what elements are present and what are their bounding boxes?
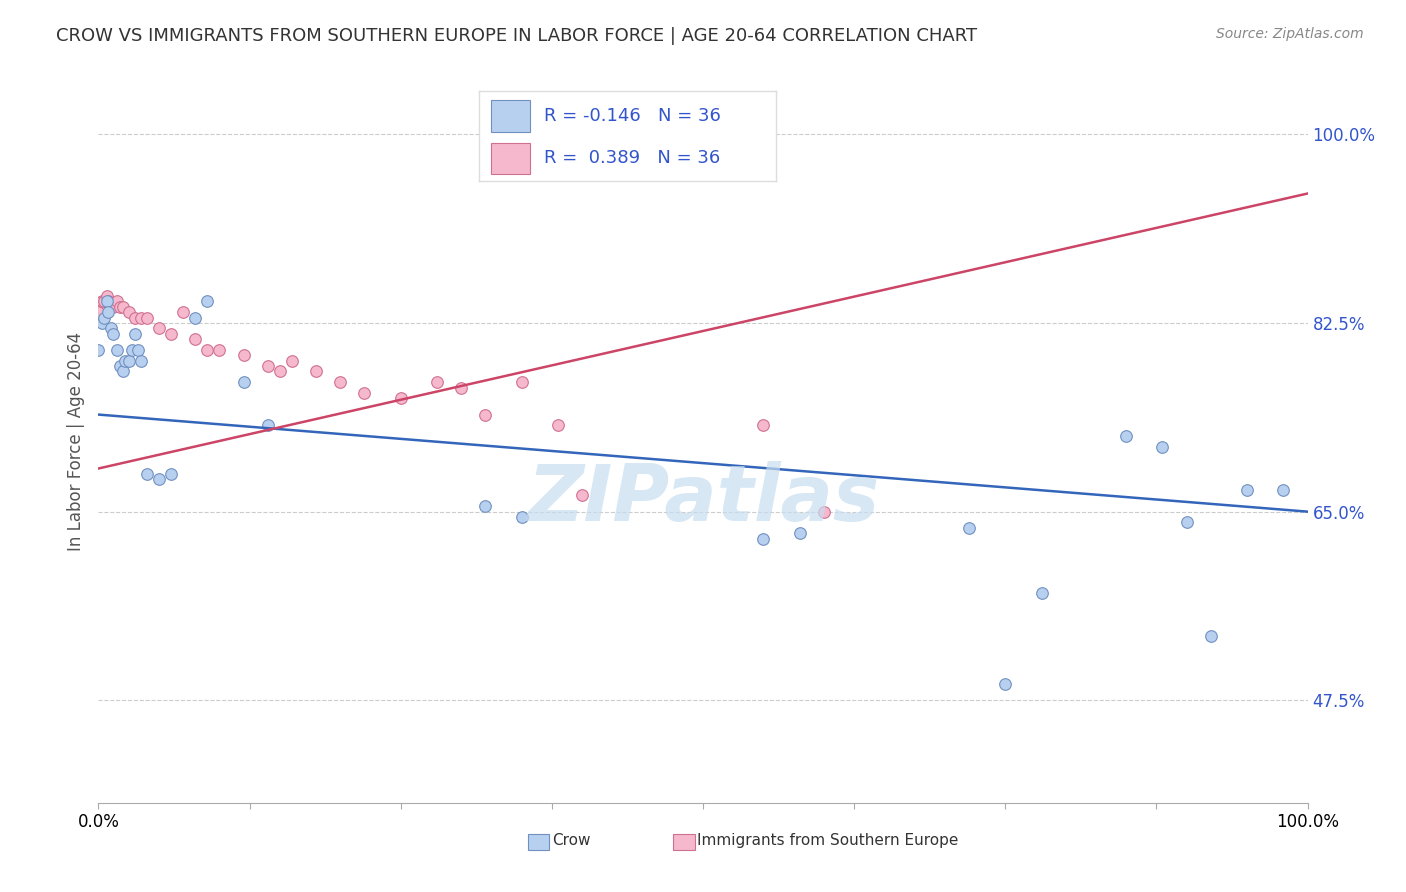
Point bbox=[121, 343, 143, 357]
Text: Crow: Crow bbox=[551, 833, 591, 848]
Point bbox=[474, 500, 496, 514]
Point bbox=[100, 321, 122, 335]
Point bbox=[135, 467, 157, 481]
Point bbox=[994, 677, 1017, 691]
Point bbox=[232, 376, 254, 390]
Point bbox=[208, 343, 231, 357]
Point bbox=[474, 408, 496, 422]
Text: ZIPatlas: ZIPatlas bbox=[527, 461, 879, 537]
Point bbox=[789, 526, 811, 541]
Point bbox=[510, 510, 533, 524]
Text: CROW VS IMMIGRANTS FROM SOUTHERN EUROPE IN LABOR FORCE | AGE 20-64 CORRELATION C: CROW VS IMMIGRANTS FROM SOUTHERN EUROPE … bbox=[56, 27, 977, 45]
Point bbox=[114, 353, 136, 368]
Point bbox=[232, 348, 254, 362]
Point bbox=[91, 294, 114, 309]
Point bbox=[1236, 483, 1258, 497]
Point bbox=[118, 353, 141, 368]
Point bbox=[105, 343, 128, 357]
Point bbox=[97, 294, 120, 309]
Point bbox=[118, 305, 141, 319]
Point bbox=[100, 300, 122, 314]
Point bbox=[813, 505, 835, 519]
Point bbox=[101, 300, 124, 314]
Point bbox=[96, 294, 118, 309]
Point bbox=[752, 418, 775, 433]
Point bbox=[111, 364, 134, 378]
Point bbox=[108, 359, 131, 373]
Bar bbox=[527, 834, 550, 850]
Point bbox=[1199, 629, 1222, 643]
Point bbox=[124, 326, 146, 341]
Point bbox=[184, 310, 207, 325]
Point bbox=[127, 343, 149, 357]
Point bbox=[450, 381, 472, 395]
Point bbox=[87, 305, 110, 319]
Text: Source: ZipAtlas.com: Source: ZipAtlas.com bbox=[1216, 27, 1364, 41]
Point bbox=[353, 386, 375, 401]
Point bbox=[281, 353, 304, 368]
Point bbox=[195, 343, 218, 357]
Point bbox=[129, 353, 152, 368]
Point bbox=[93, 294, 115, 309]
Bar bbox=[672, 834, 695, 850]
Point bbox=[148, 321, 170, 335]
Point bbox=[1152, 440, 1174, 454]
Point bbox=[129, 310, 152, 325]
Text: Immigrants from Southern Europe: Immigrants from Southern Europe bbox=[697, 833, 959, 848]
Point bbox=[124, 310, 146, 325]
Point bbox=[160, 467, 183, 481]
Point bbox=[96, 289, 118, 303]
Point bbox=[305, 364, 328, 378]
Point bbox=[426, 376, 449, 390]
Point bbox=[135, 310, 157, 325]
Point bbox=[195, 294, 218, 309]
Point bbox=[1031, 585, 1053, 599]
Point bbox=[108, 300, 131, 314]
Point bbox=[256, 418, 278, 433]
Point bbox=[87, 343, 110, 357]
Point bbox=[172, 305, 194, 319]
Point bbox=[1272, 483, 1295, 497]
Point bbox=[1115, 429, 1137, 443]
Point bbox=[256, 359, 278, 373]
Point bbox=[184, 332, 207, 346]
Point bbox=[105, 294, 128, 309]
Point bbox=[571, 488, 593, 502]
Point bbox=[93, 310, 115, 325]
Point bbox=[91, 316, 114, 330]
Point bbox=[957, 521, 980, 535]
Point bbox=[752, 532, 775, 546]
Point bbox=[97, 305, 120, 319]
Point bbox=[111, 300, 134, 314]
Point bbox=[148, 472, 170, 486]
Point bbox=[160, 326, 183, 341]
Point bbox=[547, 418, 569, 433]
Point bbox=[101, 326, 124, 341]
Point bbox=[329, 376, 352, 390]
Y-axis label: In Labor Force | Age 20-64: In Labor Force | Age 20-64 bbox=[66, 332, 84, 551]
Point bbox=[510, 376, 533, 390]
Point bbox=[389, 392, 412, 406]
Point bbox=[269, 364, 291, 378]
Point bbox=[1175, 516, 1198, 530]
